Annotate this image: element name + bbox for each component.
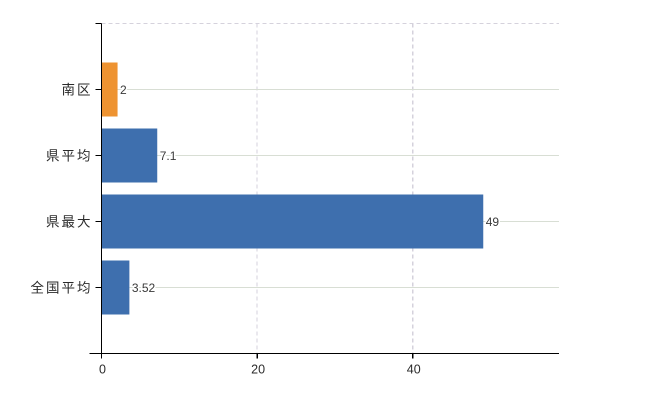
category-label-0: 南区	[62, 83, 93, 98]
bar-1	[102, 128, 158, 183]
bar-0	[102, 62, 118, 117]
category-label-1: 県平均	[46, 149, 93, 164]
x-tick-label-0: 0	[99, 363, 106, 377]
value-labels: 2 7.1 49 3.52	[119, 82, 501, 297]
value-label-3: 3.52	[132, 281, 156, 295]
value-label-1: 7.1	[160, 149, 177, 163]
bars	[102, 62, 484, 315]
category-label-3: 全国平均	[31, 280, 93, 296]
bar-3	[102, 260, 130, 315]
category-label-2: 県最大	[46, 215, 93, 230]
value-label-0: 2	[120, 83, 127, 97]
gridlines	[101, 22, 559, 354]
x-tick-label-20: 20	[251, 363, 265, 377]
bar-2	[102, 194, 484, 249]
value-label-2: 49	[486, 215, 500, 229]
x-tick-label-40: 40	[407, 363, 421, 377]
